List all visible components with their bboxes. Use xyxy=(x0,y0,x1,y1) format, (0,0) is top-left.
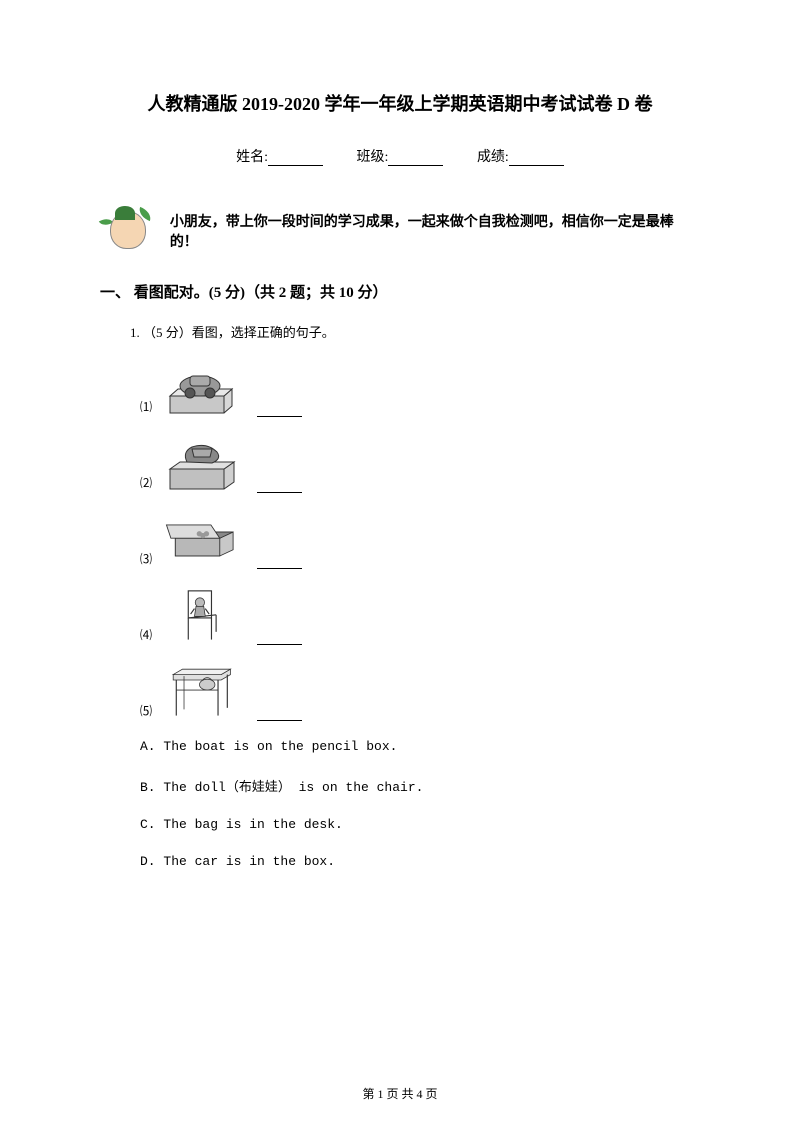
answer-blank-4[interactable] xyxy=(257,633,302,645)
answer-blank-5[interactable] xyxy=(257,709,302,721)
sub-num-2: ⑵ xyxy=(140,474,152,493)
question-1-text: 1. （5 分）看图，选择正确的句子。 xyxy=(130,322,700,341)
option-b: B. The doll（布娃娃） is on the chair. xyxy=(140,776,700,795)
image-car-in-box xyxy=(162,359,242,417)
name-label: 姓名: xyxy=(236,150,268,165)
page-footer: 第 1 页 共 4 页 xyxy=(0,1085,800,1102)
name-field: 姓名: xyxy=(236,146,323,166)
exam-title: 人教精通版 2019-2020 学年一年级上学期英语期中考试试卷 D 卷 xyxy=(100,90,700,116)
answer-blank-3[interactable] xyxy=(257,557,302,569)
option-c: C. The bag is in the desk. xyxy=(140,817,700,832)
score-label: 成绩: xyxy=(477,150,509,165)
mascot-icon xyxy=(100,206,155,256)
score-field: 成绩: xyxy=(477,146,564,166)
sub-num-1: ⑴ xyxy=(140,398,152,417)
class-blank[interactable] xyxy=(388,152,443,166)
image-bag-in-desk xyxy=(162,663,242,721)
class-field: 班级: xyxy=(357,146,444,166)
student-info-line: 姓名: 班级: 成绩: xyxy=(100,146,700,166)
sub-item-5: ⑸ xyxy=(140,663,700,721)
sub-num-3: ⑶ xyxy=(140,550,152,569)
option-a: A. The boat is on the pencil box. xyxy=(140,739,700,754)
answer-blank-2[interactable] xyxy=(257,481,302,493)
name-blank[interactable] xyxy=(268,152,323,166)
image-open-box xyxy=(162,511,242,569)
class-label: 班级: xyxy=(357,150,389,165)
sub-num-4: ⑷ xyxy=(140,626,152,645)
sub-item-1: ⑴ xyxy=(140,359,700,417)
sub-item-2: ⑵ xyxy=(140,435,700,493)
section-1-heading: 一、 看图配对。(5 分)（共 2 题；共 10 分） xyxy=(100,281,700,302)
image-boat-on-box xyxy=(162,435,242,493)
intro-section: 小朋友，带上你一段时间的学习成果，一起来做个自我检测吧，相信你一定是最棒的！ xyxy=(100,206,700,256)
sub-item-3: ⑶ xyxy=(140,511,700,569)
options-list: A. The boat is on the pencil box. B. The… xyxy=(140,739,700,869)
option-d: D. The car is in the box. xyxy=(140,854,700,869)
question-1: 1. （5 分）看图，选择正确的句子。 ⑴ ⑵ xyxy=(130,322,700,869)
score-blank[interactable] xyxy=(509,152,564,166)
answer-blank-1[interactable] xyxy=(257,405,302,417)
intro-text: 小朋友，带上你一段时间的学习成果，一起来做个自我检测吧，相信你一定是最棒的！ xyxy=(170,211,700,251)
image-doll-on-chair xyxy=(162,587,242,645)
sub-num-5: ⑸ xyxy=(140,702,152,721)
sub-item-4: ⑷ xyxy=(140,587,700,645)
